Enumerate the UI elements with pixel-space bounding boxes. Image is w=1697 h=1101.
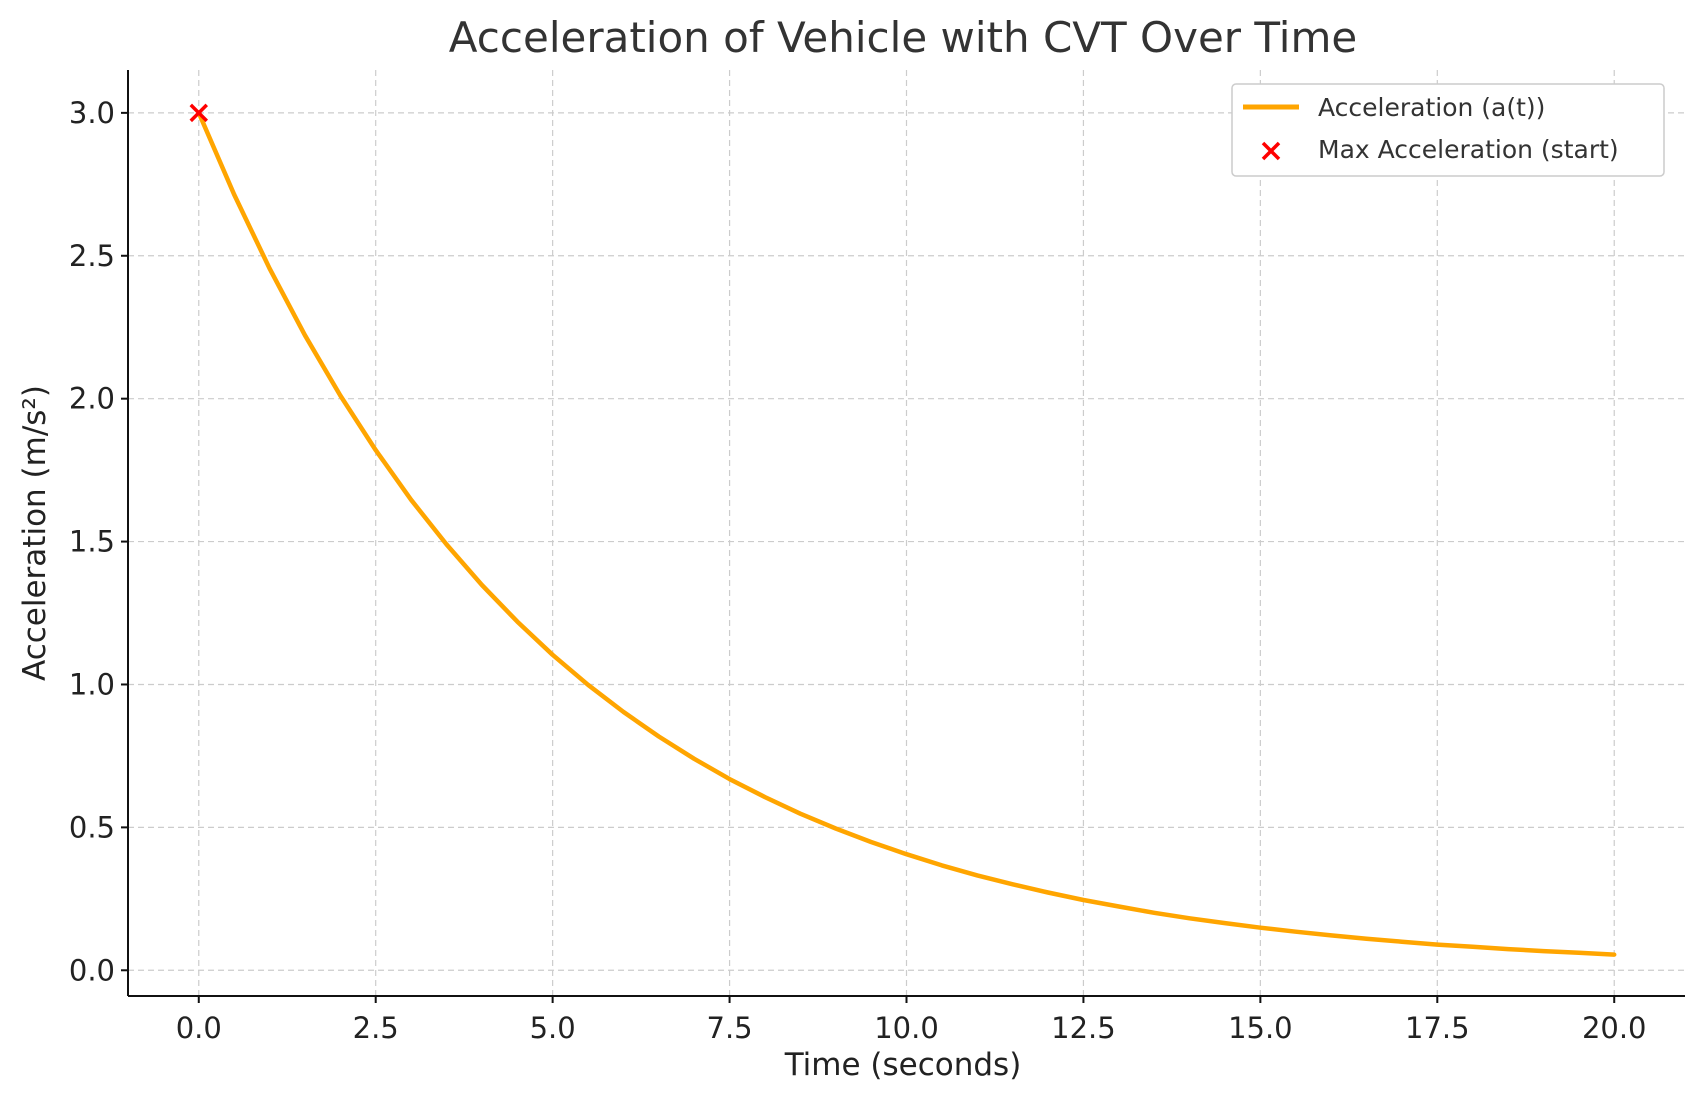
x-tick-label: 12.5	[1051, 1011, 1116, 1045]
legend-label-acceleration: Acceleration (a(t))	[1318, 93, 1545, 122]
y-tick-label: 1.5	[69, 525, 115, 559]
x-tick-label: 10.0	[874, 1011, 939, 1045]
y-tick-label: 0.0	[69, 953, 115, 987]
legend: Acceleration (a(t)) Max Acceleration (st…	[1231, 83, 1665, 177]
x-tick-label: 2.5	[353, 1011, 399, 1045]
y-tick-label: 0.5	[69, 810, 115, 844]
y-tick-label: 3.0	[69, 96, 115, 130]
series-layer	[189, 103, 1617, 957]
x-tick-labels: 0.0 2.5 5.0 7.5 10.0 12.5 15.0 17.5 20.0	[176, 1011, 1647, 1045]
chart-title: Acceleration of Vehicle with CVT Over Ti…	[449, 13, 1357, 62]
acceleration-line	[196, 110, 1617, 957]
y-tick-label: 2.0	[69, 382, 115, 416]
max-acceleration-marker	[189, 103, 209, 123]
y-tick-label: 2.5	[69, 239, 115, 273]
y-tick-label: 1.0	[69, 667, 115, 701]
y-axis-label: Acceleration (m/s²)	[17, 385, 53, 681]
y-tick-labels: 0.0 0.5 1.0 1.5 2.0 2.5 3.0	[69, 96, 115, 987]
x-tick-label: 20.0	[1582, 1011, 1647, 1045]
tick-marks	[121, 111, 1616, 1003]
legend-frame	[1231, 83, 1665, 177]
legend-x-marker	[1261, 141, 1281, 161]
x-tick-label: 7.5	[707, 1011, 753, 1045]
x-tick-label: 0.0	[176, 1011, 222, 1045]
grid	[128, 70, 1685, 996]
x-axis-label: Time (seconds)	[784, 1047, 1022, 1083]
legend-label-max-acceleration: Max Acceleration (start)	[1318, 135, 1619, 164]
x-tick-label: 5.0	[530, 1011, 576, 1045]
x-tick-label: 15.0	[1228, 1011, 1293, 1045]
x-tick-label: 17.5	[1405, 1011, 1470, 1045]
